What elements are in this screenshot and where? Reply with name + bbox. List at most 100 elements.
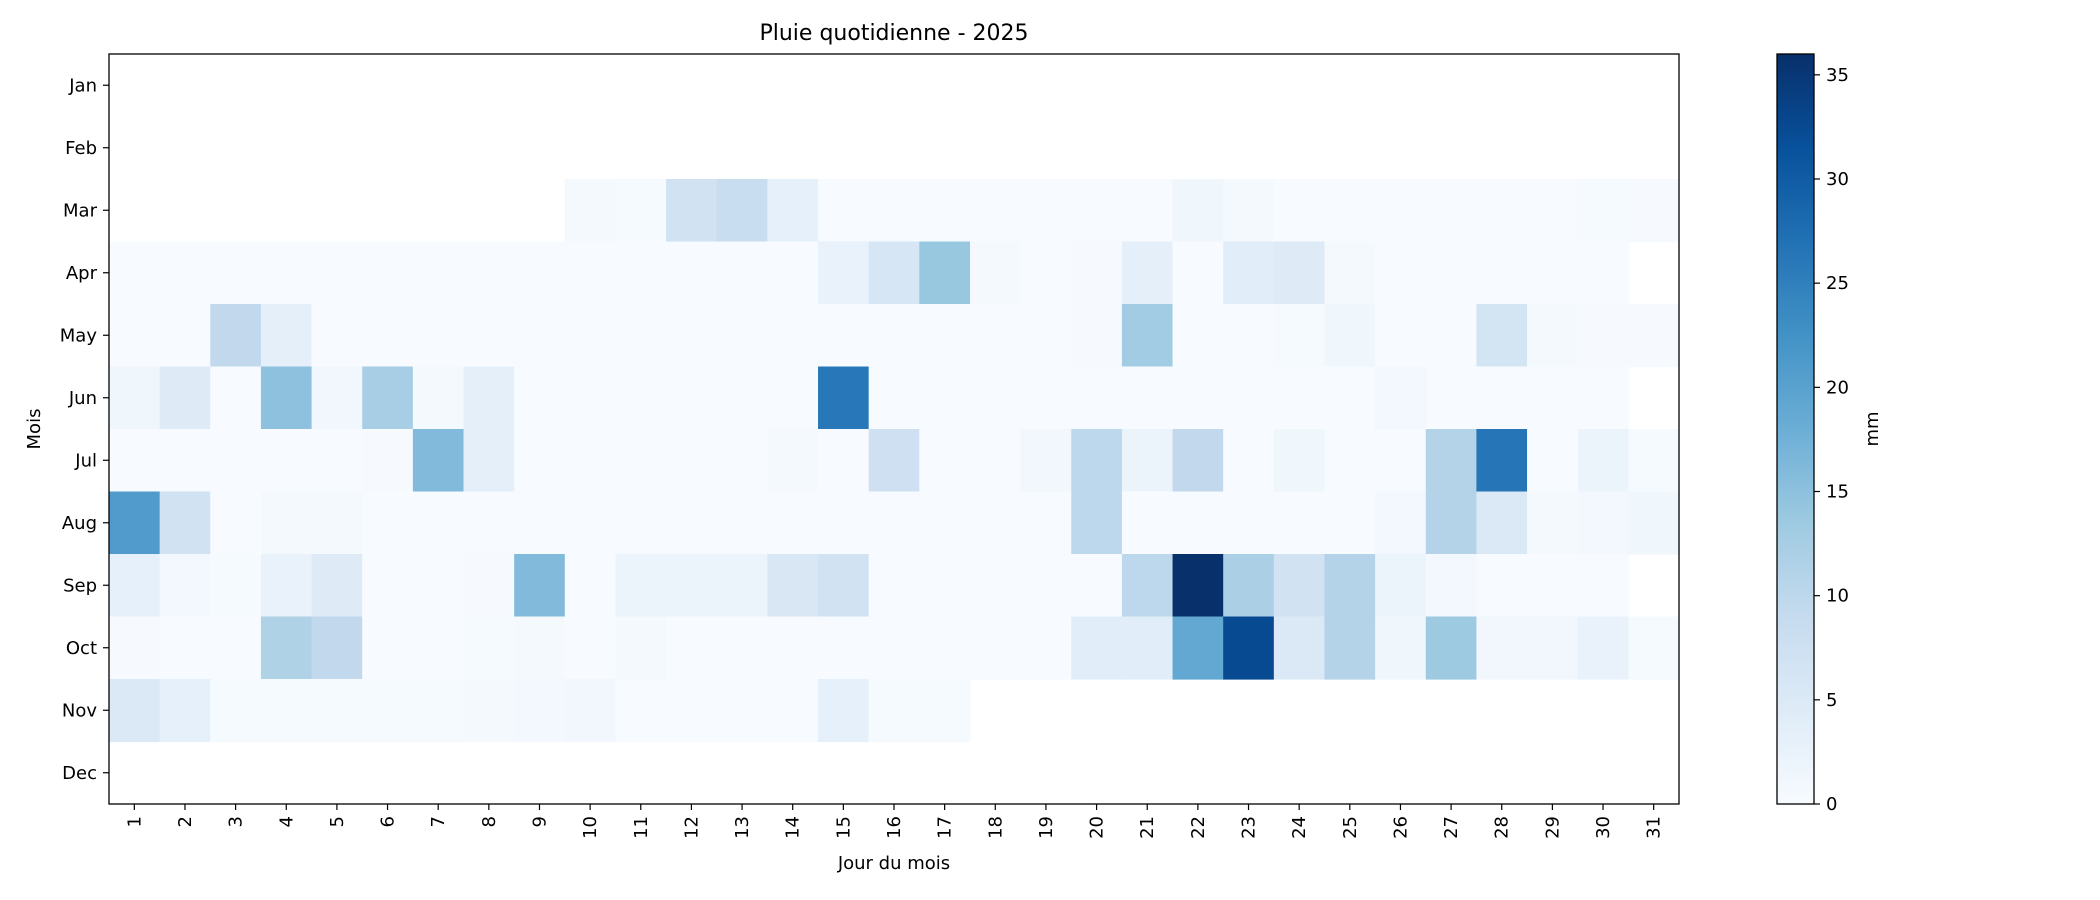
heatmap-cell (260, 429, 313, 493)
heatmap-cell (1324, 179, 1376, 243)
x-tick-label: 20 (1087, 816, 1108, 839)
heatmap-cell (564, 554, 617, 618)
heatmap-cell (615, 241, 667, 305)
heatmap-cell (514, 616, 566, 680)
x-tick-label: 31 (1644, 816, 1665, 839)
heatmap-cell (1324, 366, 1376, 430)
x-tick-label: 22 (1188, 816, 1209, 839)
heatmap-cell (716, 304, 768, 368)
x-tick-label: 9 (529, 816, 550, 827)
heatmap-cell (564, 366, 617, 430)
heatmap-cell (1577, 366, 1629, 430)
heatmap-cell (412, 491, 465, 555)
heatmap-cell (260, 366, 313, 430)
heatmap-cell (109, 366, 161, 430)
heatmap-cell (919, 679, 971, 743)
heatmap-cell (1273, 179, 1326, 243)
heatmap-cell (1324, 616, 1376, 680)
heatmap-cell (109, 304, 161, 368)
heatmap-cell (1020, 304, 1072, 368)
heatmap-cell (1577, 554, 1629, 618)
y-axis-label: Mois (24, 409, 45, 450)
heatmap-cell (818, 241, 870, 305)
heatmap-cell (716, 616, 768, 680)
heatmap-cell (1071, 304, 1123, 368)
colorbar-ticks: 0 5 10 15 20 25 30 35 (1814, 65, 1849, 815)
heatmap-cell (716, 429, 768, 493)
heatmap-cell (564, 241, 617, 305)
heatmap-cell (1223, 429, 1275, 493)
heatmap-cell (1121, 304, 1174, 368)
heatmap-cell (818, 304, 870, 368)
heatmap-cell (362, 429, 414, 493)
heatmap-cell (868, 179, 920, 243)
heatmap-cell (1071, 179, 1123, 243)
heatmap-cell (1172, 179, 1224, 243)
heatmap-cell (1375, 304, 1427, 368)
heatmap-cell (1121, 366, 1174, 430)
heatmap-cell (463, 616, 515, 680)
heatmap-cell (969, 491, 1022, 555)
heatmap-cell (260, 616, 313, 680)
heatmap-cell (564, 304, 617, 368)
x-tick-label: 16 (884, 816, 905, 839)
heatmap-cell (1223, 616, 1275, 680)
heatmap-cell (260, 241, 313, 305)
heatmap-cell (412, 554, 465, 618)
x-tick-label: 3 (226, 816, 247, 827)
heatmap-cell (1172, 429, 1224, 493)
heatmap-cell (362, 491, 414, 555)
heatmap-cell (767, 679, 819, 743)
heatmap-cell (210, 429, 262, 493)
heatmap-cell (1273, 429, 1326, 493)
heatmap-cell (1425, 554, 1478, 618)
heatmap-cell (463, 554, 515, 618)
heatmap-cell (412, 429, 465, 493)
heatmap-cell (868, 304, 920, 368)
heatmap-cell (767, 491, 819, 555)
heatmap-cell (1071, 491, 1123, 555)
heatmap-cell (1375, 491, 1427, 555)
heatmap-cell (1020, 366, 1072, 430)
heatmap-cells (109, 179, 1680, 743)
heatmap-cell (412, 366, 465, 430)
y-tick-label: Mar (63, 200, 98, 221)
heatmap-cell (514, 304, 566, 368)
colorbar (1776, 53, 1815, 805)
heatmap-cell (1476, 616, 1528, 680)
x-tick-label: 8 (479, 816, 500, 827)
heatmap-cell (463, 679, 515, 743)
heatmap-cell (615, 554, 667, 618)
heatmap-cell (666, 616, 718, 680)
heatmap-cell (919, 429, 971, 493)
heatmap-cell (919, 179, 971, 243)
heatmap-cell (1172, 241, 1224, 305)
heatmap-cell (514, 429, 566, 493)
heatmap-cell (1577, 616, 1629, 680)
heatmap-cell (1071, 429, 1123, 493)
heatmap-cell (1527, 241, 1579, 305)
x-tick-label: 27 (1441, 816, 1462, 839)
heatmap-cell (1273, 241, 1326, 305)
heatmap-cell (868, 554, 920, 618)
heatmap-cell (109, 491, 161, 555)
heatmap-cell (919, 554, 971, 618)
heatmap-cell (260, 679, 313, 743)
heatmap-cell (514, 366, 566, 430)
heatmap-cell (362, 616, 414, 680)
colorbar-tick-label: 15 (1826, 482, 1849, 503)
colorbar-tick-label: 0 (1826, 794, 1837, 815)
heatmap-cell (463, 241, 515, 305)
heatmap-cell (1527, 429, 1579, 493)
heatmap-cell (210, 366, 262, 430)
heatmap-cell (868, 366, 920, 430)
heatmap-cell (311, 304, 363, 368)
heatmap-cell (311, 491, 363, 555)
heatmap-cell (868, 429, 920, 493)
x-tick-label: 30 (1593, 816, 1614, 839)
heatmap-cell (1577, 179, 1629, 243)
heatmap-cell (969, 179, 1022, 243)
heatmap-cell (1577, 429, 1629, 493)
x-tick-label: 2 (175, 816, 196, 827)
